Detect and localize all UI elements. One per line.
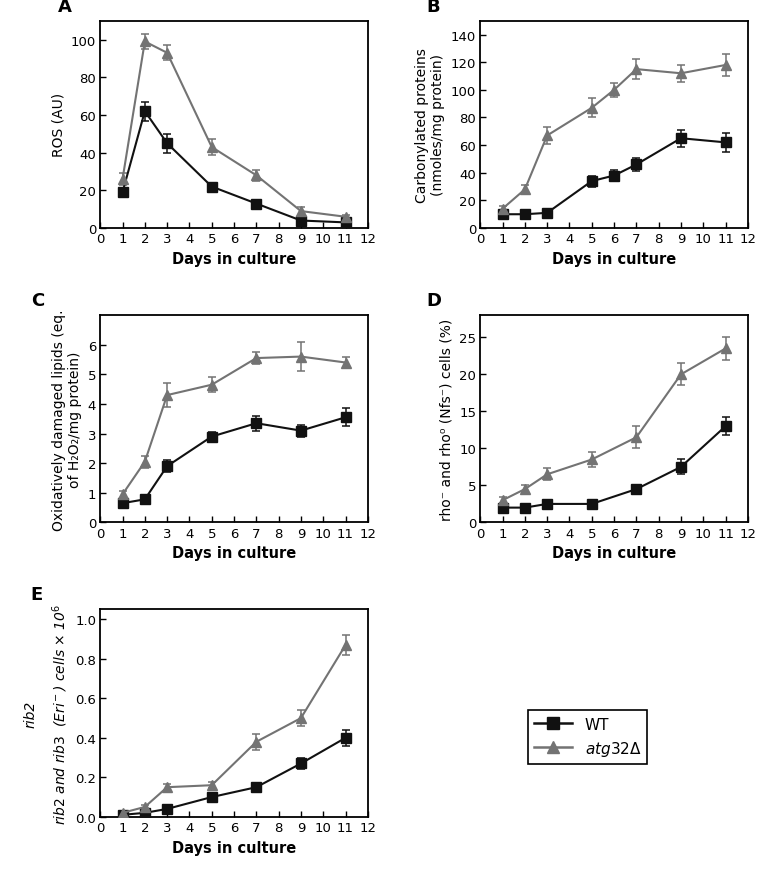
X-axis label: Days in culture: Days in culture: [552, 546, 676, 561]
Text: D: D: [426, 292, 442, 309]
Text: C: C: [31, 292, 44, 309]
X-axis label: Days in culture: Days in culture: [552, 251, 676, 267]
X-axis label: Days in culture: Days in culture: [172, 839, 296, 854]
Text: rib2: rib2: [24, 700, 38, 727]
X-axis label: Days in culture: Days in culture: [172, 251, 296, 267]
Text: B: B: [426, 0, 440, 16]
Y-axis label: $\it{rib2}$ and $\it{rib3}$  (Eri$^-$) cells $\times$ 10$^6$: $\it{rib2}$ and $\it{rib3}$ (Eri$^-$) ce…: [50, 603, 69, 824]
Y-axis label: Carbonylated proteins
(nmoles/mg protein): Carbonylated proteins (nmoles/mg protein…: [415, 48, 445, 202]
X-axis label: Days in culture: Days in culture: [172, 546, 296, 561]
Y-axis label: rho⁻ and rho⁰ (Nfs⁻) cells (%): rho⁻ and rho⁰ (Nfs⁻) cells (%): [439, 318, 453, 521]
Text: E: E: [31, 586, 43, 604]
Y-axis label: Oxidatively damaged lipids (eq.
of H₂O₂/mg protein): Oxidatively damaged lipids (eq. of H₂O₂/…: [52, 308, 82, 530]
Y-axis label: ROS (AU): ROS (AU): [51, 93, 66, 157]
Text: A: A: [57, 0, 71, 16]
Legend: WT, $\it{atg32\Delta}$: WT, $\it{atg32\Delta}$: [528, 711, 648, 765]
